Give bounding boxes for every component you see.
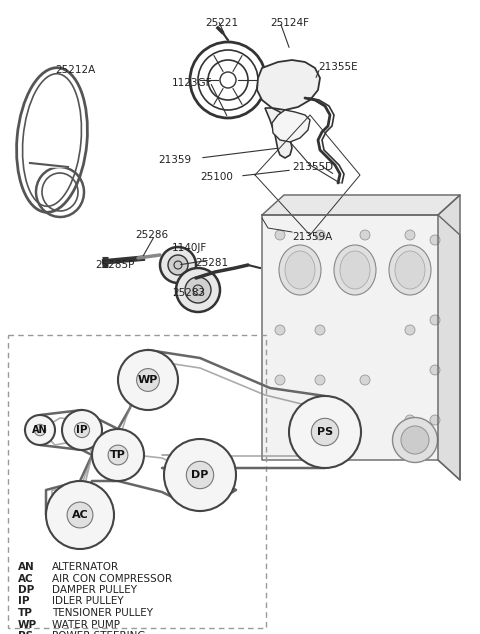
Polygon shape <box>272 110 310 142</box>
Ellipse shape <box>25 415 55 445</box>
Ellipse shape <box>360 375 370 385</box>
Text: AC: AC <box>72 510 88 520</box>
Text: TP: TP <box>110 450 126 460</box>
Ellipse shape <box>401 426 429 454</box>
Ellipse shape <box>275 375 285 385</box>
Ellipse shape <box>137 368 159 391</box>
Ellipse shape <box>430 415 440 425</box>
Text: AIR CON COMPRESSOR: AIR CON COMPRESSOR <box>52 574 172 583</box>
Ellipse shape <box>46 481 114 549</box>
Polygon shape <box>257 60 320 110</box>
Text: 21355E: 21355E <box>318 62 358 72</box>
Polygon shape <box>262 215 460 480</box>
Text: 25212A: 25212A <box>55 65 95 75</box>
Ellipse shape <box>289 396 361 468</box>
Ellipse shape <box>430 365 440 375</box>
Ellipse shape <box>174 261 182 269</box>
Ellipse shape <box>168 255 188 275</box>
Text: 1140JF: 1140JF <box>172 243 207 253</box>
Ellipse shape <box>334 245 376 295</box>
Text: WATER PUMP: WATER PUMP <box>52 619 120 630</box>
Ellipse shape <box>164 439 236 511</box>
Ellipse shape <box>395 251 425 289</box>
Ellipse shape <box>92 429 144 481</box>
Text: 21359A: 21359A <box>292 232 332 242</box>
Ellipse shape <box>430 235 440 245</box>
Text: 25283: 25283 <box>172 288 205 298</box>
Text: IDLER PULLEY: IDLER PULLEY <box>52 597 124 607</box>
Ellipse shape <box>67 502 93 528</box>
Text: 25100: 25100 <box>200 172 233 182</box>
Ellipse shape <box>315 230 325 240</box>
Text: AC: AC <box>18 574 34 583</box>
Text: DP: DP <box>192 470 209 480</box>
Ellipse shape <box>176 268 220 312</box>
Text: POWER STEERING: POWER STEERING <box>52 631 145 634</box>
Text: TENSIONER PULLEY: TENSIONER PULLEY <box>52 608 153 618</box>
Ellipse shape <box>430 315 440 325</box>
Text: 25285P: 25285P <box>95 260 134 270</box>
Text: PS: PS <box>317 427 333 437</box>
Text: DP: DP <box>18 585 34 595</box>
Text: AN: AN <box>32 425 48 435</box>
Ellipse shape <box>393 418 437 462</box>
Polygon shape <box>438 195 460 480</box>
Ellipse shape <box>279 245 321 295</box>
Polygon shape <box>262 195 460 215</box>
Text: 25124F: 25124F <box>270 18 309 28</box>
Ellipse shape <box>285 251 315 289</box>
Ellipse shape <box>389 245 431 295</box>
Text: TP: TP <box>18 608 33 618</box>
Ellipse shape <box>360 230 370 240</box>
Text: 21359: 21359 <box>158 155 191 165</box>
Text: 25221: 25221 <box>205 18 238 28</box>
Ellipse shape <box>108 445 128 465</box>
Ellipse shape <box>185 277 211 303</box>
Ellipse shape <box>186 462 214 489</box>
Ellipse shape <box>275 325 285 335</box>
Text: WP: WP <box>138 375 158 385</box>
Ellipse shape <box>315 375 325 385</box>
Ellipse shape <box>34 424 46 436</box>
Text: 25281: 25281 <box>195 258 228 268</box>
Text: 21355D: 21355D <box>292 162 333 172</box>
Ellipse shape <box>405 325 415 335</box>
Ellipse shape <box>62 410 102 450</box>
Ellipse shape <box>275 230 285 240</box>
Ellipse shape <box>193 285 203 295</box>
Text: DAMPER PULLEY: DAMPER PULLEY <box>52 585 137 595</box>
Ellipse shape <box>312 418 339 446</box>
Text: IP: IP <box>76 425 88 435</box>
Ellipse shape <box>315 325 325 335</box>
Ellipse shape <box>405 415 415 425</box>
Ellipse shape <box>74 422 90 437</box>
Text: AN: AN <box>18 562 35 572</box>
Text: PS: PS <box>18 631 33 634</box>
Text: 25286: 25286 <box>135 230 168 240</box>
Ellipse shape <box>340 251 370 289</box>
Text: 1123GF: 1123GF <box>172 78 213 88</box>
Ellipse shape <box>405 230 415 240</box>
Polygon shape <box>265 108 292 158</box>
Ellipse shape <box>160 247 196 283</box>
Text: ALTERNATOR: ALTERNATOR <box>52 562 119 572</box>
Ellipse shape <box>118 350 178 410</box>
Text: WP: WP <box>18 619 37 630</box>
Text: IP: IP <box>18 597 29 607</box>
